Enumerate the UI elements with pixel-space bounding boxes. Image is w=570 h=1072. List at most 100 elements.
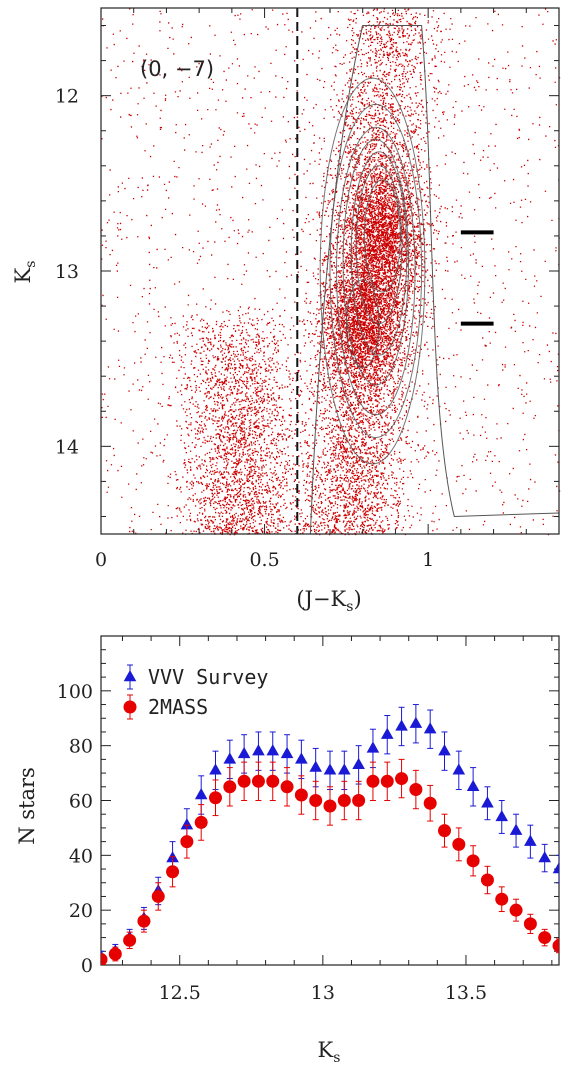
lf-y-tick-label: 80 (69, 736, 93, 758)
2mass-circle-marker (380, 774, 394, 788)
lf-x-tick-label: 13 (311, 982, 335, 1004)
lf-y-tick-label: 20 (69, 900, 93, 922)
lf-series (101, 704, 559, 965)
2mass-circle-marker (395, 772, 409, 786)
lf-y-axis-label: N stars (15, 767, 39, 845)
vvv-triangle-marker (538, 851, 551, 863)
2mass-circle-marker (166, 865, 180, 879)
lf-y-tick-label: 40 (69, 845, 93, 867)
2mass-circle-marker (409, 783, 423, 797)
density-contour (342, 139, 410, 386)
legend-label: VVV Survey (148, 665, 268, 689)
2mass-circle-marker (337, 794, 351, 807)
cmd-x-axis-label: (J−Ks) (296, 587, 361, 615)
vvv-triangle-marker (180, 818, 194, 830)
2mass-circle-marker (423, 796, 437, 810)
vvv-triangle-marker (209, 763, 222, 775)
lf-x-axis-label-main: K (318, 1038, 334, 1062)
cmd-x-axis-label-sub: s (346, 599, 353, 615)
2mass-circle-marker (495, 892, 509, 906)
2mass-circle-marker (123, 933, 137, 947)
2mass-circle-marker (209, 791, 222, 805)
2mass-circle-marker (309, 794, 323, 807)
red-clump-markers (460, 230, 494, 326)
2mass-circle-marker (466, 854, 480, 868)
cmd-y-axis-label-sub: s (23, 261, 39, 268)
2mass-circle-marker (366, 774, 380, 788)
2mass-circle-marker (108, 947, 122, 961)
2mass-circle-marker (352, 794, 366, 807)
2mass-circle-marker (151, 889, 165, 903)
lf-x-axis-label: Ks (318, 1038, 341, 1066)
density-contour (350, 151, 408, 356)
density-contour (336, 126, 416, 416)
2mass-circle-marker (523, 917, 537, 931)
lf-y-tick-label: 0 (81, 955, 93, 977)
vvv-triangle-marker (338, 763, 351, 775)
vvv-triangle-marker (438, 744, 451, 756)
cmd-points (101, 8, 561, 536)
cmd-x-tick-label: 0 (95, 549, 107, 571)
2mass-circle-marker (538, 931, 552, 945)
vvv-triangle-marker (495, 809, 509, 822)
vvv-triangle-marker (295, 752, 308, 764)
vvv-triangle-marker (452, 763, 466, 775)
2mass-circle-marker (280, 780, 294, 794)
vvv-triangle-marker (524, 834, 537, 846)
cmd-y-tick-label: 13 (55, 261, 79, 283)
cmd-y-axis-label: Ks (11, 261, 39, 284)
vvv-triangle-marker (481, 796, 494, 808)
2mass-circle-marker (480, 873, 494, 887)
lf-x-tick-label: 13.5 (445, 982, 487, 1004)
cmd-star-points (101, 8, 561, 536)
vvv-triangle-marker (395, 719, 408, 731)
vvv-triangle-marker (409, 716, 423, 728)
cmd-contours (309, 25, 560, 535)
2mass-circle-marker (180, 835, 194, 849)
legend-label: 2MASS (148, 695, 208, 719)
vvv-triangle-marker (223, 752, 237, 764)
density-contour (319, 77, 426, 465)
2mass-circle-marker (266, 774, 280, 788)
vvv-triangle-marker (280, 746, 294, 759)
2mass-circle-marker (323, 799, 337, 813)
lf-x-axis-label-sub: s (333, 1050, 340, 1066)
2mass-circle-marker (509, 903, 523, 917)
cmd-x-axis-label-main: (J−K (296, 587, 346, 611)
vvv-triangle-marker (423, 722, 437, 734)
vvv-triangle-marker (380, 727, 394, 739)
cmd-tick-marks (100, 8, 560, 534)
density-contour (345, 279, 380, 368)
2mass-series (101, 758, 559, 965)
2mass-circle-marker-legend (123, 700, 137, 714)
vvv-triangle-marker (323, 763, 337, 775)
2mass-circle-marker (137, 914, 151, 928)
2mass-circle-marker (194, 815, 208, 829)
2mass-circle-marker (294, 788, 308, 802)
2mass-circle-marker (101, 953, 108, 965)
vvv-triangle-marker (252, 744, 265, 756)
2mass-circle-marker (552, 939, 559, 953)
lf-x-tick-label: 12.5 (159, 982, 201, 1004)
vvv-triangle-marker (266, 744, 280, 756)
legend: VVV Survey 2MASS (123, 664, 268, 720)
2mass-circle-marker (237, 774, 251, 788)
density-contour (363, 179, 401, 293)
lf-y-tick-label: 60 (69, 791, 93, 813)
cmd-y-axis-label-main: K (11, 267, 35, 283)
field-coordinate-label: (0, −7) (140, 57, 214, 81)
2mass-circle-marker (438, 824, 451, 838)
vvv-triangle-marker (352, 757, 365, 770)
vvv-triangle-marker (466, 779, 480, 791)
vvv-triangle-marker-legend (123, 670, 137, 682)
lf-y-tick-label: 100 (57, 681, 93, 703)
cmd-x-tick-label: 1 (422, 549, 434, 571)
vvv-triangle-marker (194, 788, 208, 800)
2mass-circle-marker (452, 837, 466, 851)
vvv-series (101, 704, 559, 963)
vvv-triangle-marker (309, 760, 322, 772)
cmd-y-tick-label: 12 (55, 86, 79, 108)
2mass-circle-marker (251, 774, 265, 788)
